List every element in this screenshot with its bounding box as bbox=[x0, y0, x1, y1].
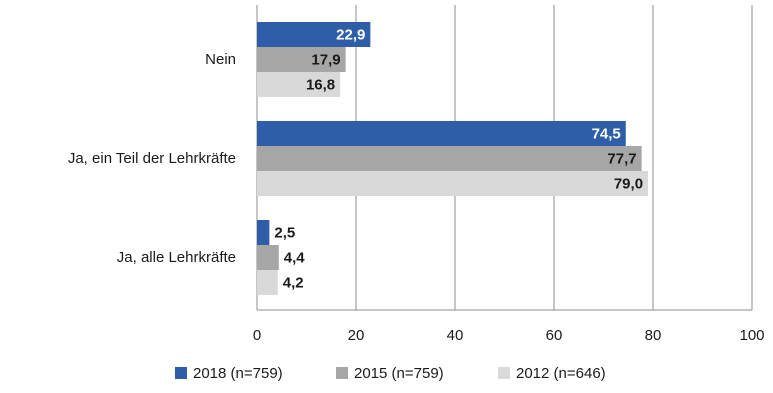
bar-2-2 bbox=[257, 270, 278, 295]
x-tick-label: 100 bbox=[739, 327, 764, 344]
bar-2-0 bbox=[257, 72, 341, 97]
legend: 2018 (n=759) 2015 (n=759) 2012 (n=646) bbox=[175, 365, 606, 382]
category-labels: Nein Ja, ein Teil der Lehrkräfte Ja, alle … bbox=[68, 51, 236, 266]
category-label: Nein bbox=[205, 51, 236, 68]
bar-1-1 bbox=[257, 146, 642, 171]
bars: 22,9 17,9 16,8 74,5 77,7 79,0 2,5 4,4 4,2 bbox=[257, 22, 649, 295]
legend-label: 2018 (n=759) bbox=[193, 365, 283, 382]
data-label: 16,8 bbox=[306, 77, 335, 94]
data-label: 74,5 bbox=[592, 126, 621, 143]
data-label: 22,9 bbox=[336, 27, 365, 44]
data-label: 4,4 bbox=[284, 250, 306, 267]
data-label: 2,5 bbox=[274, 225, 295, 242]
x-axis: 0 20 40 60 80 100 bbox=[253, 309, 765, 344]
bar-0-2 bbox=[257, 220, 270, 245]
x-tick-label: 60 bbox=[546, 327, 563, 344]
data-label: 17,9 bbox=[311, 52, 340, 69]
legend-label: 2012 (n=646) bbox=[516, 365, 606, 382]
bar-0-1 bbox=[257, 121, 626, 146]
legend-swatch bbox=[175, 367, 187, 379]
x-tick-label: 20 bbox=[348, 327, 365, 344]
legend-label: 2015 (n=759) bbox=[354, 365, 444, 382]
data-label: 4,2 bbox=[283, 275, 304, 292]
bar-1-2 bbox=[257, 245, 279, 270]
legend-swatch bbox=[498, 367, 510, 379]
x-tick-label: 40 bbox=[447, 327, 464, 344]
x-tick-label: 0 bbox=[253, 327, 261, 344]
category-label: Ja, ein Teil der Lehrkräfte bbox=[68, 150, 236, 167]
legend-swatch bbox=[336, 367, 348, 379]
data-label: 79,0 bbox=[614, 176, 643, 193]
category-label: Ja, alle Lehrkräfte bbox=[117, 249, 236, 266]
x-tick-label: 80 bbox=[645, 327, 662, 344]
bar-1-0 bbox=[257, 47, 346, 72]
bar-2-1 bbox=[257, 171, 649, 196]
data-label: 77,7 bbox=[607, 151, 636, 168]
bar-0-0 bbox=[257, 22, 371, 47]
